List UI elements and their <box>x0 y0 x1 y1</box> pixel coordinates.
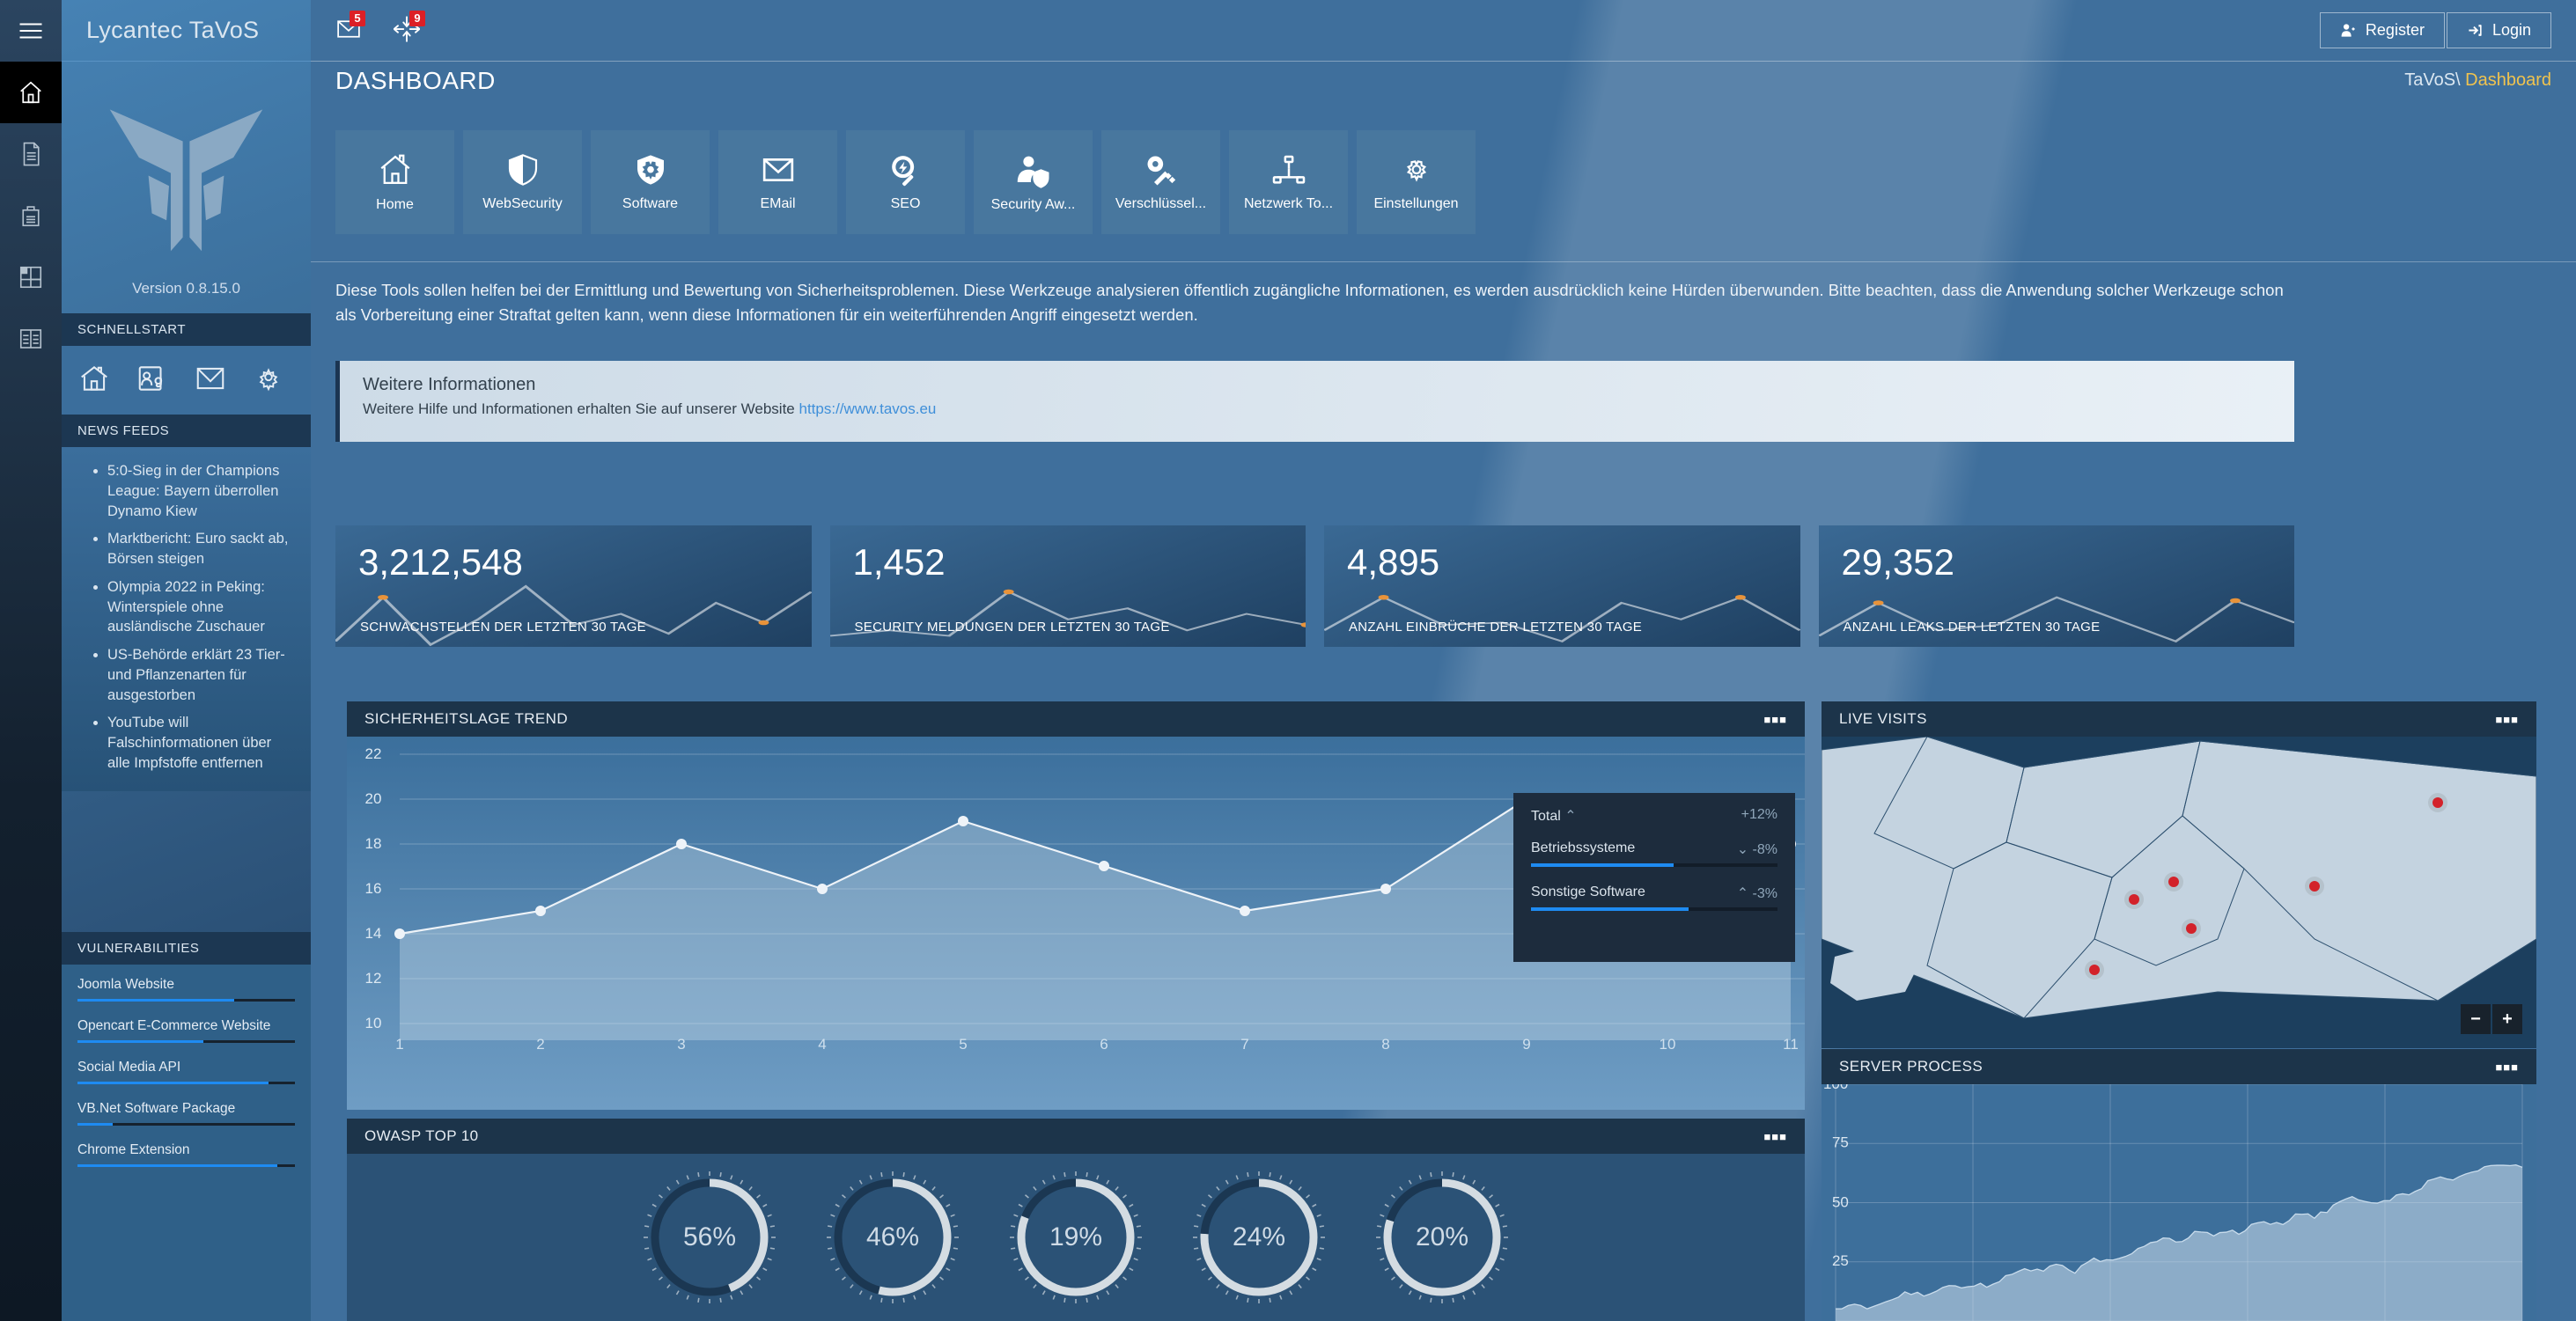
svg-text:10: 10 <box>365 1015 382 1031</box>
svg-text:16: 16 <box>365 880 382 897</box>
svg-text:12: 12 <box>365 970 382 987</box>
svg-text:22: 22 <box>365 745 382 762</box>
svg-text:100: 100 <box>1823 1084 1848 1092</box>
svg-text:18: 18 <box>365 835 382 852</box>
svg-text:25: 25 <box>1832 1252 1849 1269</box>
svg-text:75: 75 <box>1832 1134 1849 1151</box>
svg-text:20: 20 <box>365 790 382 807</box>
svg-text:14: 14 <box>365 925 382 942</box>
svg-text:50: 50 <box>1832 1194 1849 1211</box>
